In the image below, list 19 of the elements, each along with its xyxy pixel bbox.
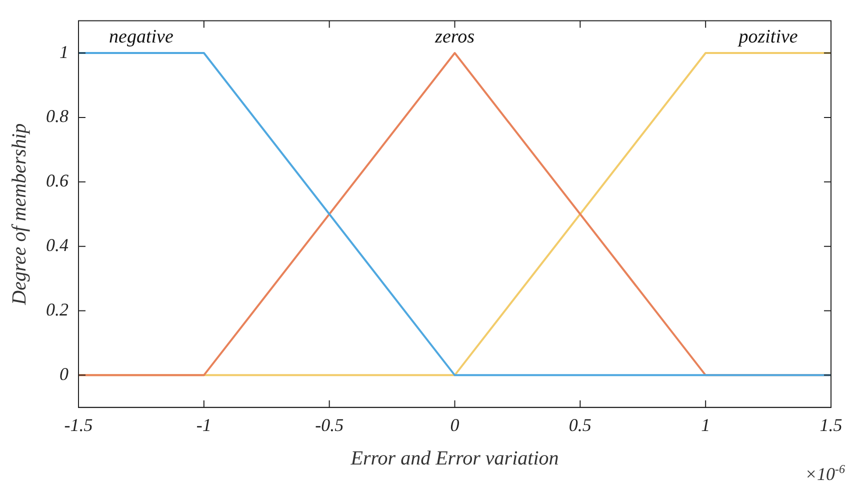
y-tick-label: 0.8 [46, 106, 68, 126]
x-tick-label: 0.5 [568, 414, 592, 435]
y-tick-label: 0.2 [46, 299, 68, 320]
y-axis-title: Degree of membership [8, 123, 30, 306]
x-tick-label: 1.5 [820, 414, 842, 435]
x-tick-label: -1 [196, 414, 212, 435]
y-tick-label: 0.4 [46, 235, 68, 256]
text: ×10$^{-6}$ [804, 462, 845, 484]
y-tick-label: 0.6 [46, 170, 68, 191]
series-label: pozitive [736, 26, 798, 48]
x-axis-title: Error and Error variation [350, 447, 559, 470]
x-tick-label: -1.5 [64, 414, 93, 435]
x-tick-label: 0 [450, 414, 460, 435]
y-tick-label: 0 [60, 364, 68, 384]
series-label: negative [109, 26, 174, 48]
series-label: zeros [434, 26, 474, 48]
y-tick-label: 1 [60, 42, 68, 62]
x-tick-label: -0.5 [315, 414, 344, 435]
x-tick-label: 1 [701, 414, 710, 435]
